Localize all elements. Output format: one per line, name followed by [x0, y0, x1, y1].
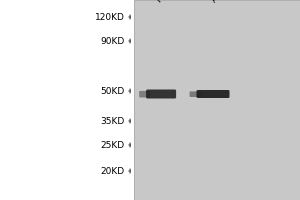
FancyBboxPatch shape	[190, 91, 200, 97]
Text: 90KD: 90KD	[100, 36, 124, 46]
FancyBboxPatch shape	[139, 91, 150, 97]
FancyBboxPatch shape	[146, 89, 176, 98]
Text: 25KD: 25KD	[100, 140, 124, 149]
Bar	[134, 0, 300, 200]
Text: 35KD: 35KD	[100, 116, 124, 126]
Text: A549: A549	[210, 0, 232, 4]
Text: 120KD: 120KD	[94, 12, 124, 21]
Text: 20KD: 20KD	[100, 166, 124, 176]
Text: 50KD: 50KD	[100, 87, 124, 96]
Text: Hela: Hela	[154, 0, 175, 4]
FancyBboxPatch shape	[196, 90, 230, 98]
